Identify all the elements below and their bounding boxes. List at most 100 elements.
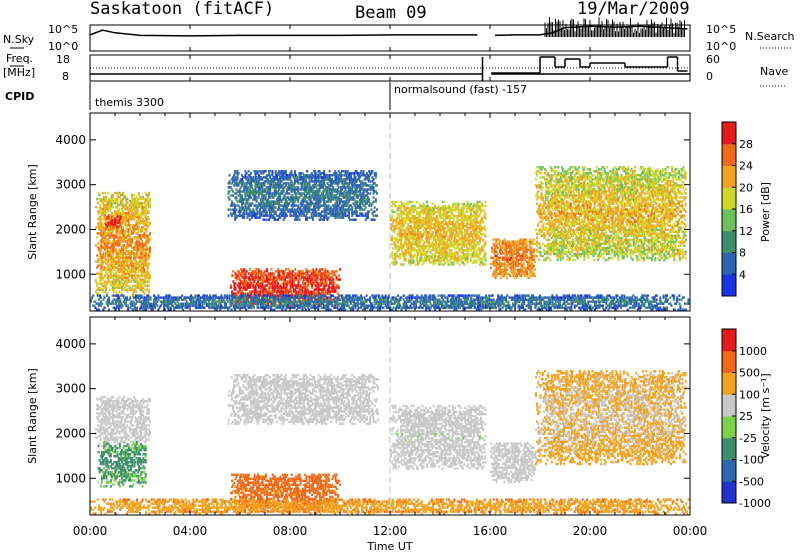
- cpid-program-2: normalsound (fast) -157: [394, 83, 527, 96]
- heatmap-cell: [147, 246, 149, 248]
- heatmap-cell: [409, 201, 411, 203]
- heatmap-cell: [121, 194, 123, 196]
- heatmap-cell: [411, 221, 413, 223]
- heatmap-cell: [316, 268, 318, 270]
- heatmap-cell: [435, 207, 437, 209]
- heatmap-cell: [122, 206, 124, 208]
- heatmap-cell: [289, 176, 291, 178]
- sky-right-tick-top: 10^5: [706, 23, 736, 36]
- heatmap-cell: [228, 208, 230, 210]
- heatmap-cell: [392, 257, 394, 259]
- heatmap-cell: [149, 206, 151, 208]
- heatmap-cell: [312, 174, 314, 176]
- sky-left-label: N.Sky: [3, 33, 35, 46]
- heatmap-cell: [241, 272, 243, 274]
- heatmap-cell: [229, 198, 231, 200]
- heatmap-cell: [132, 232, 134, 234]
- heatmap-cell: [432, 203, 434, 205]
- heatmap-cell: [356, 188, 358, 190]
- heatmap-cell: [280, 200, 282, 202]
- heatmap-cell: [249, 215, 251, 217]
- heatmap-cell: [105, 196, 107, 198]
- heatmap-cell: [115, 271, 117, 273]
- heatmap-cell: [328, 200, 330, 202]
- heatmap-cell: [375, 176, 377, 178]
- heatmap-cell: [336, 176, 338, 178]
- heatmap-cell: [96, 283, 98, 285]
- heatmap-cell: [411, 247, 413, 249]
- heatmap-cell: [240, 190, 242, 192]
- heatmap-cell: [133, 194, 135, 196]
- heatmap-cell: [367, 192, 369, 194]
- figure: Saskatoon (fitACF) Beam 09 19/Mar/2009 N…: [0, 0, 800, 554]
- heatmap-cell: [341, 188, 343, 190]
- heatmap-cell: [269, 286, 271, 288]
- heatmap-cell: [367, 174, 369, 176]
- heatmap-cell: [358, 215, 360, 217]
- heatmap-cell: [426, 259, 428, 261]
- heatmap-cell: [278, 188, 280, 190]
- heatmap-cell: [397, 255, 399, 257]
- heatmap-cell: [375, 200, 377, 202]
- heatmap-cell: [327, 270, 329, 272]
- heatmap-cell: [328, 272, 330, 274]
- heatmap-cell: [285, 170, 287, 172]
- heatmap-cell: [426, 245, 428, 247]
- heatmap-cell: [98, 283, 100, 285]
- heatmap-cell: [230, 286, 232, 288]
- freq-left-label-2: [MHz]: [3, 66, 35, 79]
- heatmap-cell: [339, 278, 341, 280]
- heatmap-cell: [395, 243, 397, 245]
- heatmap-cell: [120, 221, 122, 223]
- heatmap-cell: [229, 180, 231, 182]
- heatmap-cell: [111, 271, 113, 273]
- heatmap-cell: [286, 215, 288, 217]
- heatmap-cell: [327, 188, 329, 190]
- heatmap-cell: [265, 170, 267, 172]
- heatmap-cell: [148, 192, 150, 194]
- heatmap-cell: [243, 188, 245, 190]
- heatmap-cell: [100, 204, 102, 206]
- heatmap-cell: [432, 257, 434, 259]
- heatmap-cell: [107, 258, 109, 260]
- heatmap-cell: [432, 231, 434, 233]
- heatmap-cell: [375, 198, 377, 200]
- heatmap-cell: [295, 204, 297, 206]
- heatmap-cell: [297, 186, 299, 188]
- heatmap-cell: [338, 274, 340, 276]
- heatmap-cell: [230, 208, 232, 210]
- heatmap-cell: [232, 270, 234, 272]
- heatmap-cell: [95, 206, 97, 208]
- heatmap-cell: [296, 176, 298, 178]
- heatmap-cell: [416, 201, 418, 203]
- heatmap-cell: [428, 207, 430, 209]
- heatmap-cell: [295, 192, 297, 194]
- heatmap-cell: [112, 194, 114, 196]
- heatmap-cell: [292, 270, 294, 272]
- heatmap-cell: [241, 174, 243, 176]
- heatmap-cell: [405, 259, 407, 261]
- heatmap-cell: [106, 283, 108, 285]
- heatmap-cell: [398, 221, 400, 223]
- heatmap-cell: [356, 210, 358, 212]
- heatmap-cell: [131, 271, 133, 273]
- heatmap-cell: [275, 219, 277, 221]
- heatmap-cell: [295, 290, 297, 292]
- heatmap-cell: [302, 270, 304, 272]
- heatmap-cell: [95, 244, 97, 246]
- heatmap-cell: [107, 221, 109, 223]
- heatmap-cell: [348, 215, 350, 217]
- heatmap-cell: [374, 206, 376, 208]
- heatmap-cell: [415, 231, 417, 233]
- heatmap-cell: [274, 286, 276, 288]
- heatmap-cell: [258, 174, 260, 176]
- heatmap-cell: [127, 289, 129, 291]
- heatmap-cell: [148, 285, 150, 287]
- heatmap-cell: [416, 211, 418, 213]
- heatmap-cell: [341, 174, 343, 176]
- heatmap-cell: [440, 207, 442, 209]
- heatmap-cell: [283, 188, 285, 190]
- heatmap-cell: [326, 280, 328, 282]
- heatmap-cell: [100, 287, 102, 289]
- heatmap-cell: [256, 200, 258, 202]
